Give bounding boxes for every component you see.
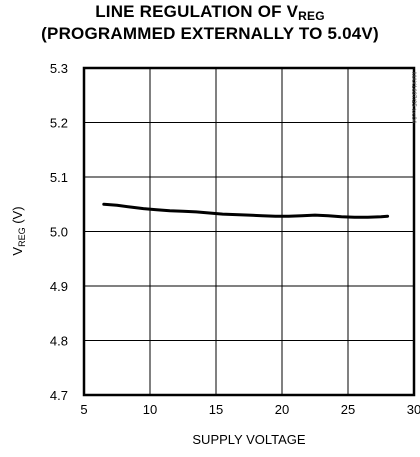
y-tick-label: 4.9 [50,279,68,294]
y-axis-label-subscript: REG [17,227,27,247]
x-tick-label: 25 [341,402,355,417]
x-tick-label: 10 [143,402,157,417]
x-axis-label: SUPPLY VOLTAGE [192,432,306,447]
grid-lines [84,68,414,395]
y-axis-label-main: V [10,247,25,256]
plot-frame [82,66,416,397]
chart-title-line1: LINE REGULATION OF VREG [0,2,420,26]
y-tick-label: 4.8 [50,334,68,349]
data-series [102,202,390,219]
x-tick-label: 15 [209,402,223,417]
y-tick-label: 5.2 [50,116,68,131]
watermark-text: MAX1697/25 toc04 [410,72,416,124]
vreg-line [102,202,390,219]
y-tick-label: 5.0 [50,225,68,240]
x-tick-label: 20 [275,402,289,417]
chart-title-line2: (PROGRAMMED EXTERNALLY TO 5.04V) [41,24,379,43]
chart-title-text: LINE REGULATION OF V [95,2,299,21]
y-tick-label: 5.1 [50,170,68,185]
y-axis-label-unit: (V) [10,206,25,227]
x-tick-label: 30 [407,402,420,417]
tick-labels: 5 10 15 20 25 30 4.7 4.8 4.9 5.0 5.1 5.2 5.3 [50,61,420,417]
chart-title-subscript: REG [298,9,325,23]
x-tick-label: 5 [80,402,87,417]
y-tick-label: 4.7 [50,388,68,403]
y-axis-label: VREG (V) [10,206,27,255]
y-tick-label: 5.3 [50,61,68,76]
